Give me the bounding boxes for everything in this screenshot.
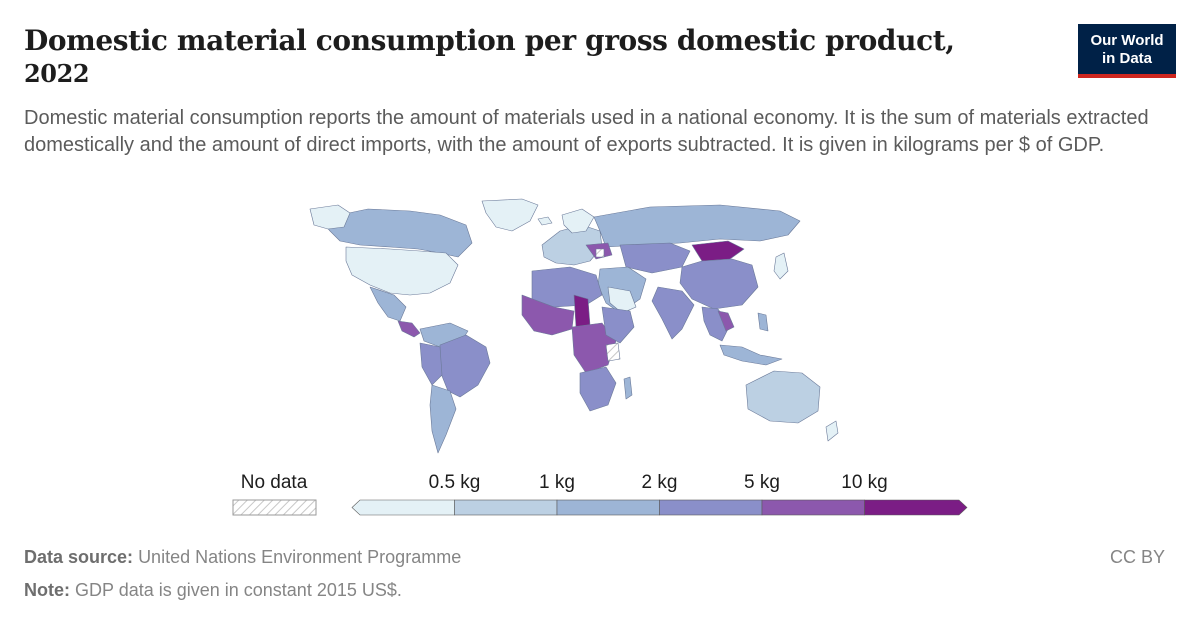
country-philippines[interactable] <box>757 312 769 332</box>
legend-tick-label-1: 1 kg <box>539 472 575 493</box>
country-canada[interactable] <box>319 208 473 258</box>
footer-note-text: GDP data is given in constant 2015 US$. <box>75 580 402 600</box>
logo-line-1: Our World <box>1090 32 1164 49</box>
legend-bin-5[interactable] <box>864 499 968 516</box>
logo-line-2: in Data <box>1101 50 1152 67</box>
legend-bin-4[interactable] <box>761 499 865 516</box>
legend-tick-label-2: 2 kg <box>642 472 678 493</box>
country-iceland[interactable] <box>537 216 553 226</box>
region-southern-africa[interactable] <box>579 366 617 412</box>
country-vietnam-laos[interactable] <box>717 310 735 332</box>
legend-tick-label-3: 5 kg <box>744 472 780 493</box>
region-andes[interactable] <box>419 342 443 386</box>
legend-no-data-swatch[interactable] <box>232 499 317 516</box>
region-no-data[interactable] <box>605 342 621 362</box>
country-japan[interactable] <box>773 252 789 280</box>
footer-source: Data source: United Nations Environment … <box>24 547 461 568</box>
country-china[interactable] <box>679 258 759 310</box>
chart-title-text: Domestic material consumption per gross … <box>24 24 955 57</box>
chart-subtitle: Domestic material consumption reports th… <box>24 107 1149 156</box>
country-indonesia[interactable] <box>719 344 783 366</box>
country-india[interactable] <box>651 286 695 340</box>
country-mongolia[interactable] <box>691 240 745 262</box>
country-russia[interactable] <box>593 204 801 248</box>
legend-tick-label-4: 10 kg <box>841 472 887 493</box>
region-north-africa[interactable] <box>531 266 603 308</box>
region-scandinavia[interactable] <box>561 208 595 234</box>
legend-bin-3[interactable] <box>659 499 763 516</box>
footer-note-label: Note: <box>24 580 70 600</box>
footer-source-label: Data source: <box>24 547 134 567</box>
country-new-zealand[interactable] <box>825 420 839 442</box>
legend-bin-2[interactable] <box>556 499 660 516</box>
world-map <box>309 198 839 454</box>
country-madagascar[interactable] <box>623 376 633 400</box>
region-central-africa[interactable] <box>571 322 617 374</box>
region-no-data-europe[interactable] <box>595 248 605 258</box>
region-central-america[interactable] <box>397 320 421 338</box>
region-sahel-high[interactable] <box>573 294 591 328</box>
country-brazil[interactable] <box>439 334 491 398</box>
legend-bin-1[interactable] <box>454 499 558 516</box>
footer-source-text[interactable]: United Nations Environment Programme <box>138 547 462 567</box>
country-saudi-arabia[interactable] <box>607 286 637 314</box>
country-australia[interactable] <box>745 370 821 424</box>
legend-no-data-label: No data <box>241 472 308 493</box>
region-southeast-asia[interactable] <box>701 306 731 342</box>
footer-note: Note: GDP data is given in constant 2015… <box>24 580 402 601</box>
country-greenland[interactable] <box>481 198 539 232</box>
region-west-africa[interactable] <box>521 294 575 336</box>
legend-tick-label-0: 0.5 kg <box>429 472 481 493</box>
chart-title-year: 2022 <box>24 59 90 88</box>
owid-logo[interactable]: Our World in Data <box>1078 24 1176 78</box>
country-alaska[interactable] <box>309 204 351 230</box>
legend-bin-0[interactable] <box>351 499 455 516</box>
region-east-africa[interactable] <box>601 306 635 344</box>
region-southern-cone[interactable] <box>429 384 457 454</box>
country-united-states[interactable] <box>345 246 459 296</box>
chart-title: Domestic material consumption per gross … <box>24 22 1044 88</box>
footer-license[interactable]: CC BY <box>1110 547 1166 567</box>
